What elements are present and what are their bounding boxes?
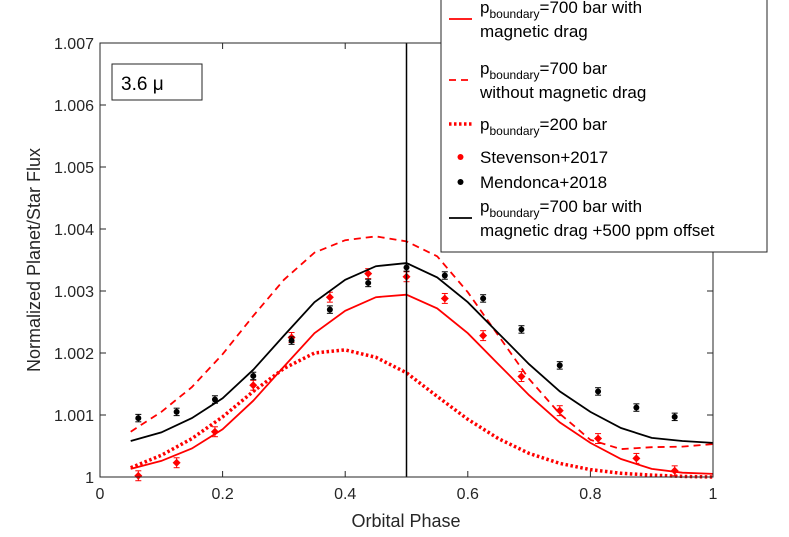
data-point: [632, 454, 641, 463]
data-point: [518, 326, 525, 333]
legend-label-line2-0: magnetic drag: [480, 22, 588, 41]
data-point: [595, 388, 602, 395]
series-line-2: [130, 348, 714, 479]
x-tick-label: 0: [96, 486, 105, 503]
series-line-5: [130, 262, 714, 444]
legend-label-line2-5: magnetic drag +500 ppm offset: [480, 221, 715, 240]
wavelength-annotation: 3.6 μ: [111, 63, 203, 101]
data-point: [135, 415, 142, 422]
data-point: [671, 413, 678, 420]
annotation-text: 3.6 μ: [121, 74, 164, 95]
data-point: [555, 406, 564, 415]
data-point: [250, 372, 257, 379]
data-point: [633, 404, 640, 411]
plot-frame: [99, 42, 714, 478]
data-point: [211, 396, 218, 403]
y-tick-label: 1: [85, 470, 94, 487]
data-point: [441, 272, 448, 279]
data-point: [288, 337, 295, 344]
data-point: [365, 279, 372, 286]
x-tick-label: 0.4: [334, 486, 356, 503]
legend-label-4: Mendonca+2018: [480, 173, 607, 192]
data-point: [479, 331, 488, 340]
legend-label-1: pboundary=700 bar: [480, 59, 607, 82]
y-tick-label: 1.002: [54, 346, 94, 363]
data-point: [249, 381, 258, 390]
y-tick-label: 1.001: [54, 408, 94, 425]
data-point: [480, 295, 487, 302]
data-point: [364, 269, 373, 278]
annotation-box: [111, 63, 203, 101]
data-point: [556, 362, 563, 369]
y-tick-label: 1.006: [54, 98, 94, 115]
legend-label-0: pboundary=700 bar with: [480, 0, 642, 21]
y-tick-label: 1.005: [54, 160, 94, 177]
legend-label-2: pboundary=200 bar: [480, 115, 607, 138]
series-line-1: [130, 235, 714, 451]
data-point: [172, 458, 181, 467]
legend-label-3: Stevenson+2017: [480, 148, 608, 167]
legend-label-line2-1: without magnetic drag: [479, 83, 646, 102]
legend-box: [440, 0, 768, 253]
data-point: [210, 427, 219, 436]
data-point: [670, 466, 679, 475]
data-point: [134, 471, 143, 480]
data-point: [517, 372, 526, 381]
data-point: [325, 293, 334, 302]
legend-marker-3: [457, 154, 464, 160]
x-tick-label: 0.6: [457, 486, 479, 503]
tick-labels: 0 0.2 0.4 0.6 0.8 1 1 1.001 1.002 1.003 1.004 1.005…: [54, 36, 718, 503]
y-tick-label: 1.004: [54, 222, 94, 239]
y-tick-label: 1.007: [54, 36, 94, 53]
x-tick-label: 1: [709, 486, 718, 503]
series-line-0: [130, 293, 714, 475]
x-tick-label: 0.8: [579, 486, 601, 503]
y-axis-label: Normalized Planet/Star Flux: [24, 148, 44, 372]
series-layer: [130, 235, 714, 482]
data-point: [594, 434, 603, 443]
legend-marker-4: [457, 179, 464, 185]
legend-label-5: pboundary=700 bar with: [480, 197, 642, 220]
data-point: [440, 294, 449, 303]
data-point: [173, 408, 180, 415]
y-tick-label: 1.003: [54, 284, 94, 301]
data-point: [326, 306, 333, 313]
x-axis-label: Orbital Phase: [351, 511, 460, 531]
x-tick-label: 0.2: [211, 486, 233, 503]
